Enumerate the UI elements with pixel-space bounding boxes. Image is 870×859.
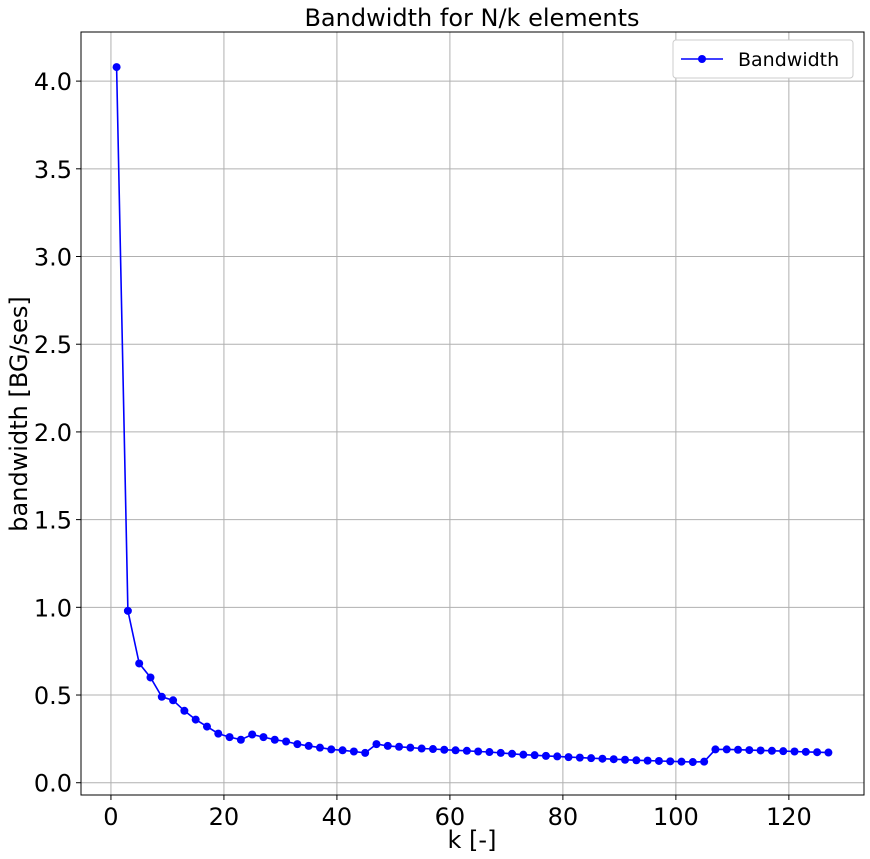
data-point	[790, 747, 799, 756]
data-point	[236, 735, 245, 744]
y-tick-label: 0.5	[34, 682, 72, 710]
data-point	[146, 673, 155, 682]
x-tick-label: 0	[103, 803, 118, 831]
data-point	[191, 715, 200, 724]
legend: Bandwidth	[672, 39, 854, 79]
data-point	[202, 722, 211, 731]
chart-title: Bandwidth for N/k elements	[304, 4, 639, 32]
x-tick-label: 40	[322, 803, 353, 831]
data-point	[632, 756, 641, 765]
y-tick-label: 4.0	[34, 68, 72, 96]
x-tick-label: 60	[435, 803, 466, 831]
data-point	[767, 746, 776, 755]
data-point	[813, 748, 822, 757]
legend-label-bandwidth: Bandwidth	[738, 49, 839, 71]
data-point	[338, 746, 347, 755]
data-point	[711, 745, 720, 754]
data-point	[553, 752, 562, 761]
data-point	[112, 63, 121, 72]
x-tick-label: 80	[548, 803, 579, 831]
data-point	[677, 757, 686, 766]
data-point	[270, 735, 279, 744]
data-point	[440, 745, 449, 754]
y-tick-label: 1.0	[34, 594, 72, 622]
legend-marker-swatch	[698, 55, 706, 63]
data-point	[304, 741, 313, 750]
plot-frame	[80, 31, 865, 796]
data-point	[700, 757, 709, 766]
data-point	[745, 746, 754, 755]
data-point	[451, 746, 460, 755]
data-point	[722, 745, 731, 754]
data-point	[180, 706, 189, 715]
data-point	[361, 748, 370, 757]
data-point	[383, 741, 392, 750]
data-point	[688, 758, 697, 767]
x-tick-label: 120	[766, 803, 812, 831]
data-point	[734, 745, 743, 754]
data-point	[609, 755, 618, 764]
series-line-bandwidth	[115, 67, 829, 763]
data-point	[327, 745, 336, 754]
y-tick-label: 2.5	[34, 331, 72, 359]
data-point	[349, 747, 358, 756]
data-point	[779, 747, 788, 756]
series-group	[112, 63, 833, 767]
data-point	[598, 754, 607, 763]
data-point	[654, 756, 663, 765]
data-point	[519, 750, 528, 759]
data-point	[643, 756, 652, 765]
data-point	[169, 696, 178, 705]
data-point	[575, 753, 584, 762]
y-axis-label: bandwidth [BG/ses]	[5, 296, 33, 531]
data-point	[564, 753, 573, 762]
grid-lines	[81, 32, 864, 795]
data-point	[135, 659, 144, 668]
legend-box	[672, 39, 854, 79]
data-point	[824, 748, 833, 757]
data-point	[462, 746, 471, 755]
axis-ticks: 0 20 40 60 80 100 120 0.0 0.5 1.0 1.5 2.0 2.5 3.0 3.5 4…	[34, 68, 812, 831]
x-axis-label: k [-]	[448, 826, 497, 854]
data-point	[259, 733, 268, 742]
data-point	[474, 747, 483, 756]
data-point	[485, 748, 494, 757]
data-point	[123, 606, 132, 615]
data-point	[282, 737, 291, 746]
data-point	[214, 729, 223, 738]
data-point	[587, 754, 596, 763]
data-point	[157, 692, 166, 701]
data-point	[756, 746, 765, 755]
data-point	[496, 748, 505, 757]
y-tick-label: 2.0	[34, 419, 72, 447]
data-point	[428, 745, 437, 754]
y-tick-label: 1.5	[34, 507, 72, 535]
y-tick-label: 0.0	[34, 770, 72, 798]
data-point	[248, 730, 257, 739]
x-tick-label: 100	[653, 803, 699, 831]
data-point	[293, 740, 302, 749]
data-point	[530, 751, 539, 760]
data-point	[666, 757, 675, 766]
data-point	[417, 744, 426, 753]
data-point	[225, 733, 234, 742]
data-point	[508, 749, 517, 758]
data-point	[406, 743, 415, 752]
y-tick-label: 3.5	[34, 156, 72, 184]
data-point	[541, 751, 550, 760]
data-point	[372, 740, 381, 749]
data-point	[621, 755, 630, 764]
data-point	[395, 742, 404, 751]
data-point	[315, 743, 324, 752]
y-tick-label: 3.0	[34, 244, 72, 272]
data-point	[801, 747, 810, 756]
x-tick-label: 20	[209, 803, 240, 831]
